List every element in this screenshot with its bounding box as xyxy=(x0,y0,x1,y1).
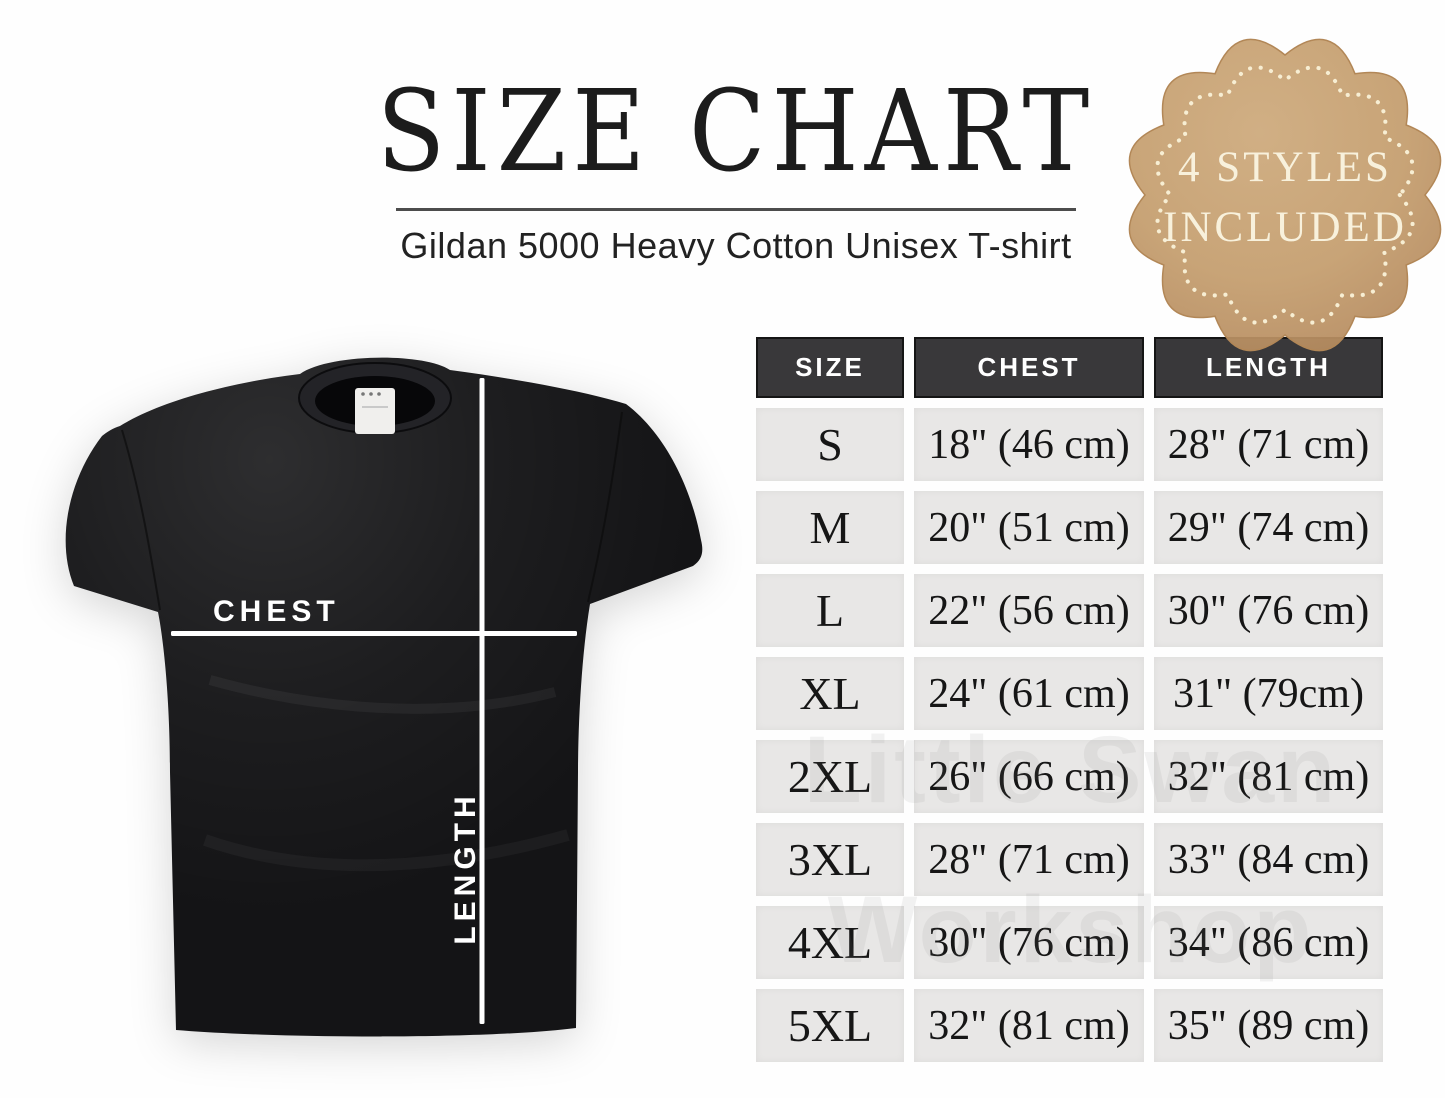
cell-chest: 18" (46 cm) xyxy=(914,408,1144,481)
column-header-chest: CHEST xyxy=(914,337,1144,398)
wrinkle-highlight-1 xyxy=(208,675,557,714)
page-subtitle: Gildan 5000 Heavy Cotton Unisex T-shirt xyxy=(400,225,1072,266)
right-sleeve-seam xyxy=(587,411,623,603)
cell-size: 2XL xyxy=(756,740,904,813)
title-underline xyxy=(396,208,1076,211)
neck-tag xyxy=(355,388,395,434)
cell-chest: 24" (61 cm) xyxy=(914,657,1144,730)
badge-line1: 4 STYLES xyxy=(1178,144,1392,191)
cell-length: 28" (71 cm) xyxy=(1154,408,1383,481)
cell-size: 3XL xyxy=(756,823,904,896)
chest-label: CHEST xyxy=(213,595,340,628)
length-label: LENGTH xyxy=(449,791,482,944)
cell-size: XL xyxy=(756,657,904,730)
cell-size: S xyxy=(756,408,904,481)
cell-size: 4XL xyxy=(756,906,904,979)
tshirt-mockup: CHEST LENGTH xyxy=(65,357,703,1037)
cell-chest: 26" (66 cm) xyxy=(914,740,1144,813)
page-title: SIZE CHART xyxy=(376,65,1096,197)
badge-dotted-border xyxy=(1155,65,1415,325)
cell-length: 32" (81 cm) xyxy=(1154,740,1383,813)
cell-chest: 30" (76 cm) xyxy=(914,906,1144,979)
column-header-size: SIZE xyxy=(756,337,904,398)
cell-size: 5XL xyxy=(756,989,904,1062)
cell-chest: 22" (56 cm) xyxy=(914,574,1144,647)
badge-line2: INCLUDED xyxy=(1163,204,1407,251)
styles-included-badge: 4 STYLES INCLUDED xyxy=(1128,38,1442,352)
cell-length: 31" (79cm) xyxy=(1154,657,1383,730)
header: SIZE CHART Gildan 5000 Heavy Cotton Unis… xyxy=(0,75,1445,267)
length-measure-line xyxy=(479,378,485,1024)
cell-length: 30" (76 cm) xyxy=(1154,574,1383,647)
cell-length: 34" (86 cm) xyxy=(1154,906,1383,979)
cell-size: L xyxy=(756,574,904,647)
cell-length: 33" (84 cm) xyxy=(1154,823,1383,896)
cell-length: 35" (89 cm) xyxy=(1154,989,1383,1062)
wrinkle-highlight-2 xyxy=(203,829,570,872)
cell-length: 29" (74 cm) xyxy=(1154,491,1383,564)
left-sleeve-seam xyxy=(121,429,161,611)
size-table: SIZE CHEST LENGTH S 18" (46 cm) 28" (71 … xyxy=(756,337,1383,1062)
badge-seal-shape xyxy=(1128,38,1442,352)
cell-chest: 32" (81 cm) xyxy=(914,989,1144,1062)
column-header-length: LENGTH xyxy=(1154,337,1383,398)
cell-chest: 20" (51 cm) xyxy=(914,491,1144,564)
chest-measure-line xyxy=(171,631,577,636)
cell-size: M xyxy=(756,491,904,564)
tshirt-shading xyxy=(65,357,703,1037)
cell-chest: 28" (71 cm) xyxy=(914,823,1144,896)
